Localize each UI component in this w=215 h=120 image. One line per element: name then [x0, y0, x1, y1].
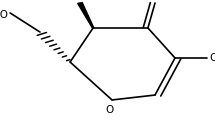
- Polygon shape: [78, 3, 94, 28]
- Text: OH: OH: [210, 53, 215, 63]
- Text: O: O: [106, 105, 114, 115]
- Text: HO: HO: [0, 10, 8, 20]
